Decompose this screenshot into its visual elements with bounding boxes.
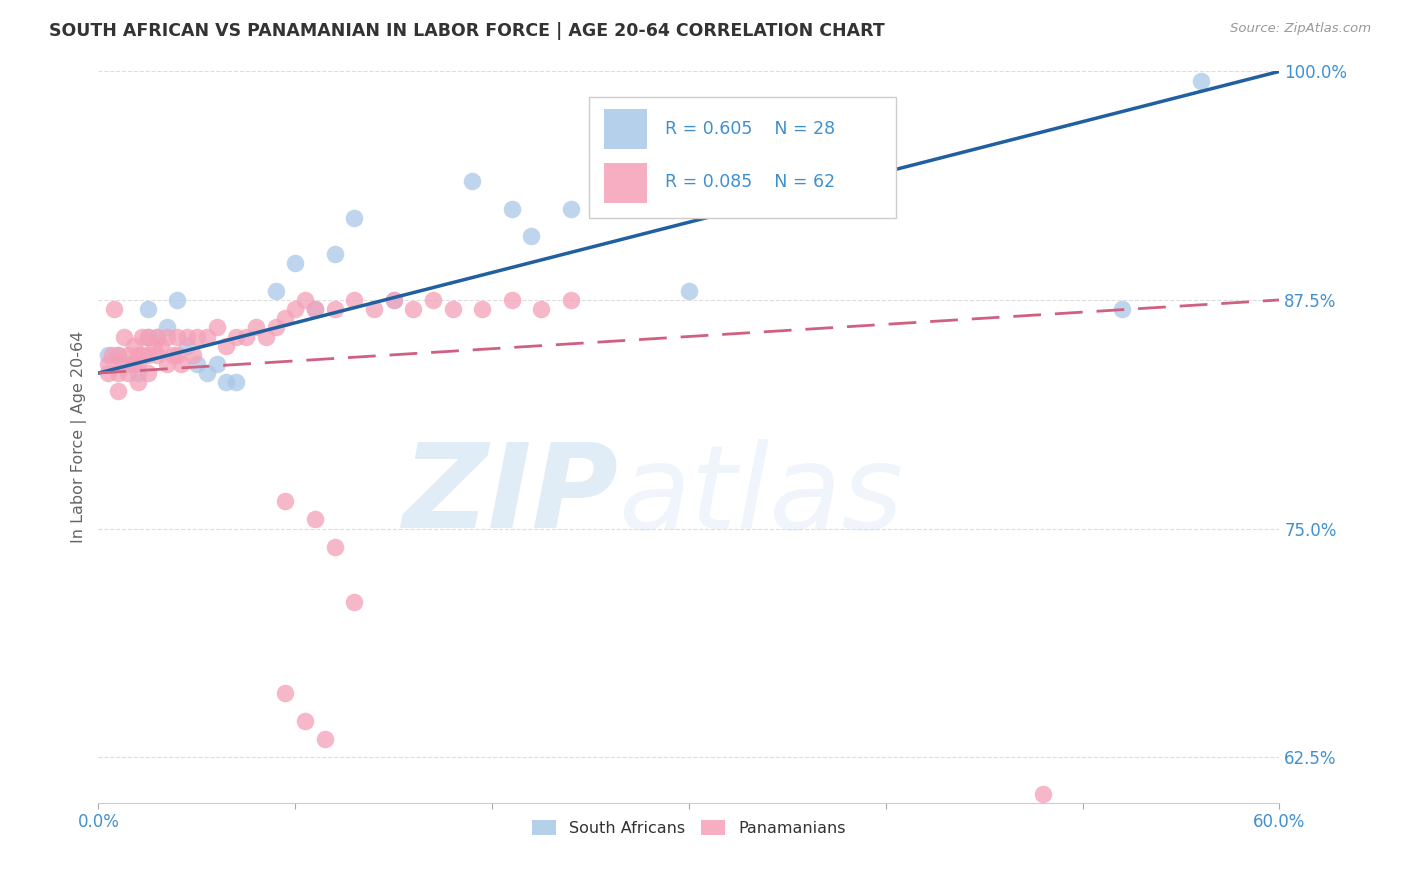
Y-axis label: In Labor Force | Age 20-64: In Labor Force | Age 20-64 xyxy=(72,331,87,543)
Point xyxy=(314,731,336,746)
Point xyxy=(107,384,129,399)
Point xyxy=(156,320,179,334)
Point xyxy=(166,348,188,362)
Point xyxy=(520,228,543,243)
Point xyxy=(530,302,553,317)
Legend: South Africans, Panamanians: South Africans, Panamanians xyxy=(526,814,852,842)
Point xyxy=(186,329,208,343)
Point xyxy=(205,357,228,371)
Point xyxy=(304,512,326,526)
Point xyxy=(264,284,287,298)
Point xyxy=(382,293,405,307)
Point xyxy=(131,348,153,362)
Point xyxy=(127,366,149,380)
Point xyxy=(146,329,169,343)
Point xyxy=(1111,302,1133,317)
Point xyxy=(117,357,139,371)
Point xyxy=(1189,73,1212,87)
Point xyxy=(323,302,346,317)
Text: SOUTH AFRICAN VS PANAMANIAN IN LABOR FORCE | AGE 20-64 CORRELATION CHART: SOUTH AFRICAN VS PANAMANIAN IN LABOR FOR… xyxy=(49,22,884,40)
Point xyxy=(195,366,218,380)
Point xyxy=(294,714,316,728)
Point xyxy=(343,595,366,609)
Point xyxy=(156,357,179,371)
Point xyxy=(225,329,247,343)
Point xyxy=(186,357,208,371)
Point xyxy=(274,311,297,326)
Point xyxy=(264,320,287,334)
Point xyxy=(136,348,159,362)
Point xyxy=(501,202,523,216)
Point xyxy=(127,357,149,371)
Point xyxy=(471,302,494,317)
Point xyxy=(274,686,297,700)
Point xyxy=(304,302,326,317)
Point xyxy=(343,293,366,307)
Point xyxy=(323,247,346,261)
Point xyxy=(181,348,204,362)
Point xyxy=(122,357,145,371)
Point xyxy=(117,348,139,362)
Point xyxy=(343,211,366,225)
Point xyxy=(215,376,238,390)
Point xyxy=(150,338,173,352)
Point xyxy=(107,348,129,362)
Point xyxy=(501,293,523,307)
Point xyxy=(131,329,153,343)
Point xyxy=(560,293,582,307)
Point xyxy=(101,348,124,362)
Point xyxy=(176,329,198,343)
Point xyxy=(382,293,405,307)
Text: ZIP: ZIP xyxy=(402,438,619,553)
Point xyxy=(678,284,700,298)
Point xyxy=(103,302,125,317)
Point xyxy=(136,302,159,317)
Point xyxy=(146,329,169,343)
Text: atlas: atlas xyxy=(619,439,903,553)
Point xyxy=(422,293,444,307)
Point xyxy=(156,329,179,343)
Point xyxy=(136,366,159,380)
Point xyxy=(215,338,238,352)
Point xyxy=(560,202,582,216)
Point xyxy=(254,329,277,343)
Point xyxy=(225,376,247,390)
Point xyxy=(112,329,135,343)
Point xyxy=(97,348,120,362)
Point xyxy=(1032,787,1054,801)
Point xyxy=(107,366,129,380)
Point xyxy=(127,348,149,362)
Point xyxy=(117,366,139,380)
Point xyxy=(142,338,165,352)
Point xyxy=(136,329,159,343)
Point xyxy=(441,302,464,317)
Point xyxy=(166,329,188,343)
Point xyxy=(127,376,149,390)
Point xyxy=(107,348,129,362)
Point xyxy=(97,366,120,380)
Point xyxy=(235,329,257,343)
Text: Source: ZipAtlas.com: Source: ZipAtlas.com xyxy=(1230,22,1371,36)
Point xyxy=(162,348,184,362)
Point xyxy=(304,302,326,317)
Point xyxy=(136,329,159,343)
Point xyxy=(146,348,169,362)
Point xyxy=(176,338,198,352)
Point xyxy=(274,494,297,508)
Point xyxy=(111,357,134,371)
Point xyxy=(284,256,307,270)
Point xyxy=(461,174,484,188)
Point xyxy=(166,293,188,307)
Point xyxy=(363,302,385,317)
Point xyxy=(284,302,307,317)
Point xyxy=(97,357,120,371)
Point xyxy=(402,302,425,317)
Point xyxy=(294,293,316,307)
Point xyxy=(245,320,267,334)
Point xyxy=(170,357,193,371)
Point xyxy=(122,338,145,352)
Point xyxy=(205,320,228,334)
Point xyxy=(323,540,346,554)
Point xyxy=(195,329,218,343)
